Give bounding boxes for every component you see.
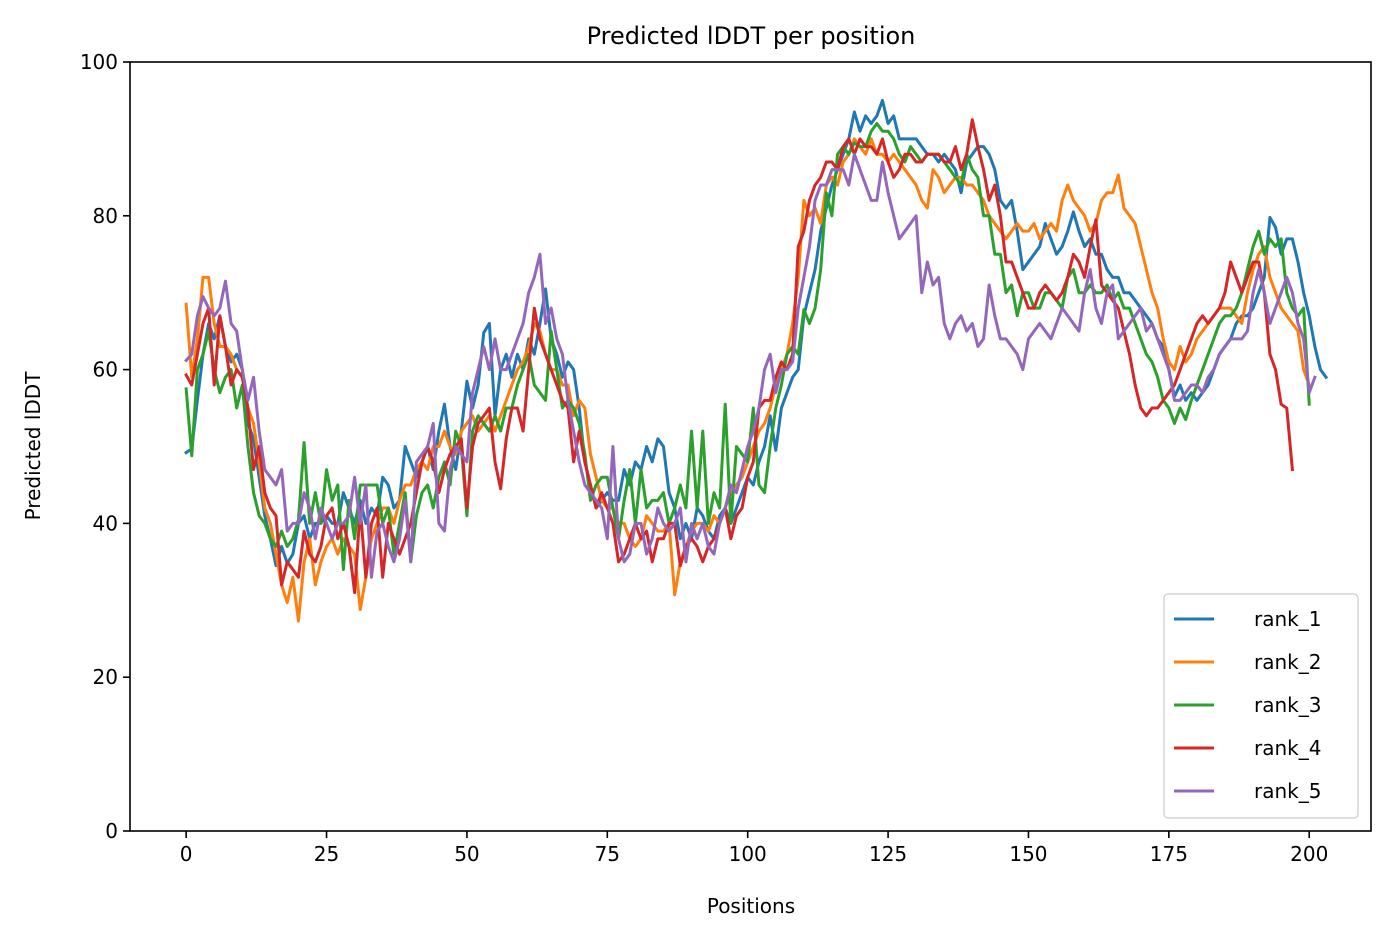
- y-axis-label: Predicted lDDT: [21, 371, 45, 521]
- y-tick-label: 40: [93, 511, 118, 535]
- y-tick-label: 0: [105, 819, 118, 843]
- series-line-rank-3: [184, 122, 1311, 572]
- y-tick-label: 20: [93, 665, 118, 689]
- series-line-rank-5: [184, 152, 1317, 579]
- y-tick-label: 80: [93, 204, 118, 228]
- legend: rank_1 rank_2 rank_3 rank_4 rank_5: [1163, 593, 1359, 819]
- x-tick-label: 25: [314, 842, 339, 866]
- x-tick-label: 100: [729, 842, 767, 866]
- x-axis-label: Positions: [707, 894, 795, 918]
- x-tick-label: 200: [1290, 842, 1328, 866]
- y-tick-label: 60: [93, 358, 118, 382]
- x-tick-label: 150: [1009, 842, 1047, 866]
- x-tick-label: 75: [595, 842, 620, 866]
- y-tick-label: 100: [80, 50, 118, 74]
- legend-items: rank_1 rank_2 rank_3 rank_4 rank_5: [1174, 607, 1321, 803]
- plot-frame: [129, 61, 1372, 832]
- legend-label: rank_3: [1254, 693, 1321, 717]
- legend-label: rank_4: [1254, 736, 1321, 760]
- x-axis: 0 25 50 75 100 125 150 175 200: [180, 831, 1328, 866]
- x-tick-label: 175: [1150, 842, 1188, 866]
- x-tick-label: 125: [869, 842, 907, 866]
- legend-label: rank_2: [1254, 650, 1321, 674]
- series-layer: [184, 98, 1329, 623]
- legend-label: rank_5: [1254, 779, 1321, 803]
- legend-box: [1163, 593, 1359, 819]
- x-tick-label: 50: [454, 842, 479, 866]
- legend-label: rank_1: [1254, 607, 1321, 631]
- y-axis: 0 20 40 60 80 100: [80, 50, 130, 843]
- chart-title: Predicted lDDT per position: [587, 22, 916, 50]
- x-tick-label: 0: [180, 842, 193, 866]
